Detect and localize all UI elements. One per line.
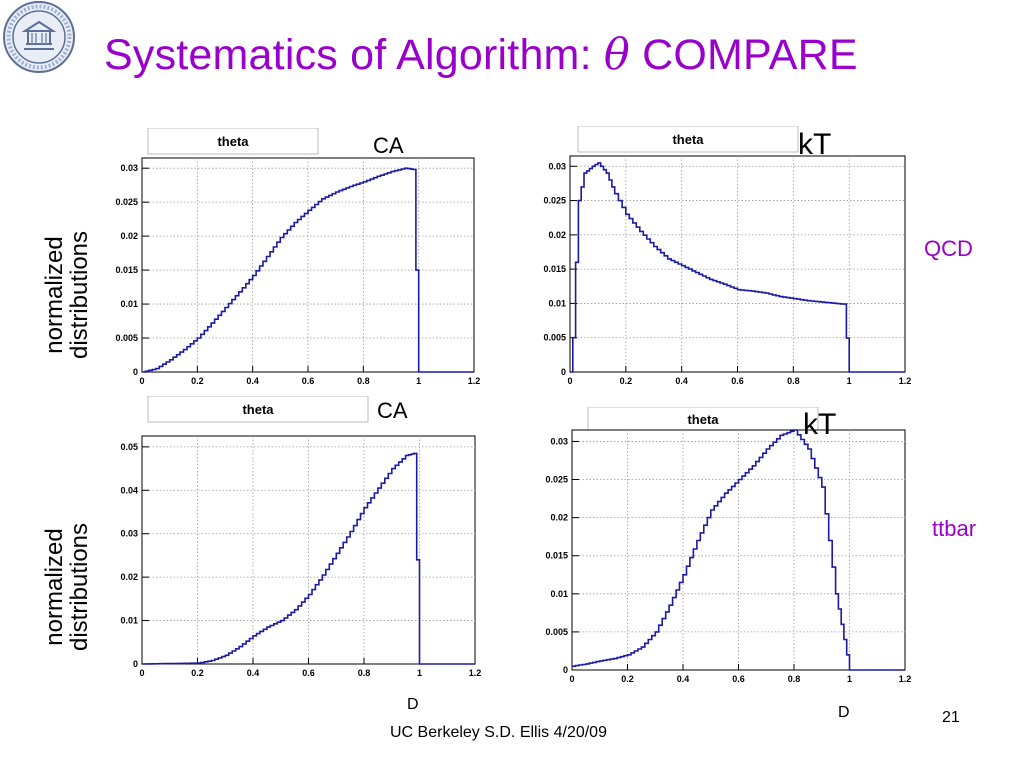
footer-text: UC Berkeley S.D. Ellis 4/20/09 — [390, 724, 607, 741]
university-seal — [3, 1, 75, 73]
x-tick-label: 1 — [847, 376, 852, 386]
y-tick-label: 0.015 — [115, 265, 138, 275]
y-tick-label: 0.01 — [120, 299, 138, 309]
y-tick-label: 0.03 — [120, 163, 138, 173]
chart-title-box — [577, 126, 799, 153]
y-tick-label: 0.005 — [543, 333, 566, 343]
x-axis-variable-label: D — [407, 696, 419, 713]
y-tick-label: 0.005 — [115, 333, 138, 343]
x-axis-variable-label: D — [838, 704, 850, 721]
x-tick-label: 1.2 — [899, 376, 912, 386]
x-tick-label: 0 — [567, 376, 572, 386]
x-tick-label: 0.2 — [191, 376, 204, 386]
y-tick-label: 0.025 — [545, 475, 568, 485]
x-tick-label: 1 — [417, 668, 422, 678]
x-tick-label: 0.6 — [302, 376, 315, 386]
y-tick-label: 0.01 — [120, 616, 138, 626]
plot-qcd-kt: theta 0 0.2 0.4 0.6 0.8 1 1.2 0 0.005 0.01 0.015 0.0… — [543, 126, 912, 386]
x-tick-label: 0.6 — [302, 668, 315, 678]
algorithm-label-kt: kT — [798, 128, 832, 161]
y-tick-label: 0 — [133, 659, 138, 669]
chart-title-box — [587, 407, 819, 432]
chart-title: theta — [242, 402, 274, 417]
sample-tag-qcd: QCD — [924, 236, 973, 261]
x-tick-label: 0.8 — [787, 376, 800, 386]
x-tick-label: 0 — [139, 376, 144, 386]
y-tick-label: 0.03 — [120, 529, 138, 539]
y-tick-label: 0.01 — [550, 589, 568, 599]
x-tick-label: 1.2 — [899, 674, 912, 684]
x-tick-label: 1.2 — [469, 668, 482, 678]
x-tick-label: 0.2 — [621, 674, 634, 684]
x-tick-label: 1.2 — [468, 376, 481, 386]
histogram-series — [142, 167, 474, 373]
histogram-series — [572, 429, 905, 671]
x-tick-label: 0.4 — [247, 668, 260, 678]
y-tick-label: 0 — [133, 367, 138, 377]
row-label-ttbar-axis: normalized distributions — [41, 507, 93, 667]
y-tick-label: 0.005 — [545, 627, 568, 637]
row-label-line1: normalized — [41, 236, 68, 354]
algorithm-label-ca: CA — [373, 133, 404, 158]
x-tick-label: 0.6 — [732, 674, 745, 684]
y-tick-label: 0 — [563, 665, 568, 675]
y-tick-label: 0.05 — [120, 442, 138, 452]
y-tick-label: 0.01 — [548, 298, 566, 308]
plot-ttbar-kt: theta 0 0.2 0.4 0.6 0.8 1 1.2 0 0.005 0.01 0.015 0.0… — [545, 407, 912, 684]
plot-qcd-ca: theta 0 0.2 0.4 0.6 0.8 1 1.2 0 0.005 0.01 0.015 0.0… — [115, 128, 481, 386]
chart-title: theta — [217, 134, 249, 149]
title-prefix: Systematics of Algorithm: — [104, 31, 604, 79]
y-tick-label: 0.02 — [120, 231, 138, 241]
sample-tag-ttbar: ttbar — [932, 516, 977, 541]
histogram-series — [570, 162, 905, 373]
slide-title: Systematics of Algorithm: θ COMPARE — [104, 30, 858, 80]
chart-title-box — [147, 396, 369, 423]
y-tick-label: 0.015 — [543, 264, 566, 274]
row-label-qcd-axis: normalized distributions — [41, 225, 93, 365]
x-tick-label: 0.2 — [191, 668, 204, 678]
x-tick-label: 0.4 — [677, 674, 690, 684]
x-tick-label: 0.6 — [731, 376, 744, 386]
y-tick-label: 0.02 — [548, 230, 566, 240]
x-tick-label: 0.4 — [246, 376, 259, 386]
x-tick-label: 0.4 — [675, 376, 688, 386]
x-tick-label: 0.2 — [620, 376, 633, 386]
x-tick-label: 1 — [416, 376, 421, 386]
y-tick-label: 0.025 — [115, 197, 138, 207]
chart-title-box — [147, 128, 319, 155]
row-label-line2: distributions — [66, 230, 93, 360]
page-number: 21 — [942, 709, 960, 726]
x-tick-label: 0.8 — [357, 376, 370, 386]
y-tick-label: 0.02 — [550, 513, 568, 523]
row-label-line1: normalized — [41, 528, 68, 646]
y-tick-label: 0.025 — [543, 196, 566, 206]
row-label-line2: distributions — [66, 522, 93, 652]
chart-title: theta — [672, 132, 704, 147]
plot-ttbar-ca: theta 0 0.2 0.4 0.6 0.8 1 1.2 0 0.01 0.02 0.03 0.04 0… — [120, 396, 482, 678]
y-tick-label: 0.04 — [120, 485, 138, 495]
histogram-series — [142, 452, 475, 665]
y-tick-label: 0.02 — [120, 572, 138, 582]
algorithm-label-kt: kT — [803, 408, 837, 441]
chart-title: theta — [687, 412, 719, 427]
y-tick-label: 0.03 — [548, 161, 566, 171]
y-tick-label: 0 — [561, 367, 566, 377]
x-tick-label: 0.8 — [788, 674, 801, 684]
x-tick-label: 1 — [847, 674, 852, 684]
theta-symbol: θ — [603, 30, 630, 80]
x-tick-label: 0.8 — [358, 668, 371, 678]
x-tick-label: 0 — [139, 668, 144, 678]
algorithm-label-ca: CA — [377, 398, 408, 423]
title-suffix: COMPARE — [629, 31, 858, 79]
y-tick-label: 0.03 — [550, 436, 568, 446]
y-tick-label: 0.015 — [545, 551, 568, 561]
x-tick-label: 0 — [569, 674, 574, 684]
